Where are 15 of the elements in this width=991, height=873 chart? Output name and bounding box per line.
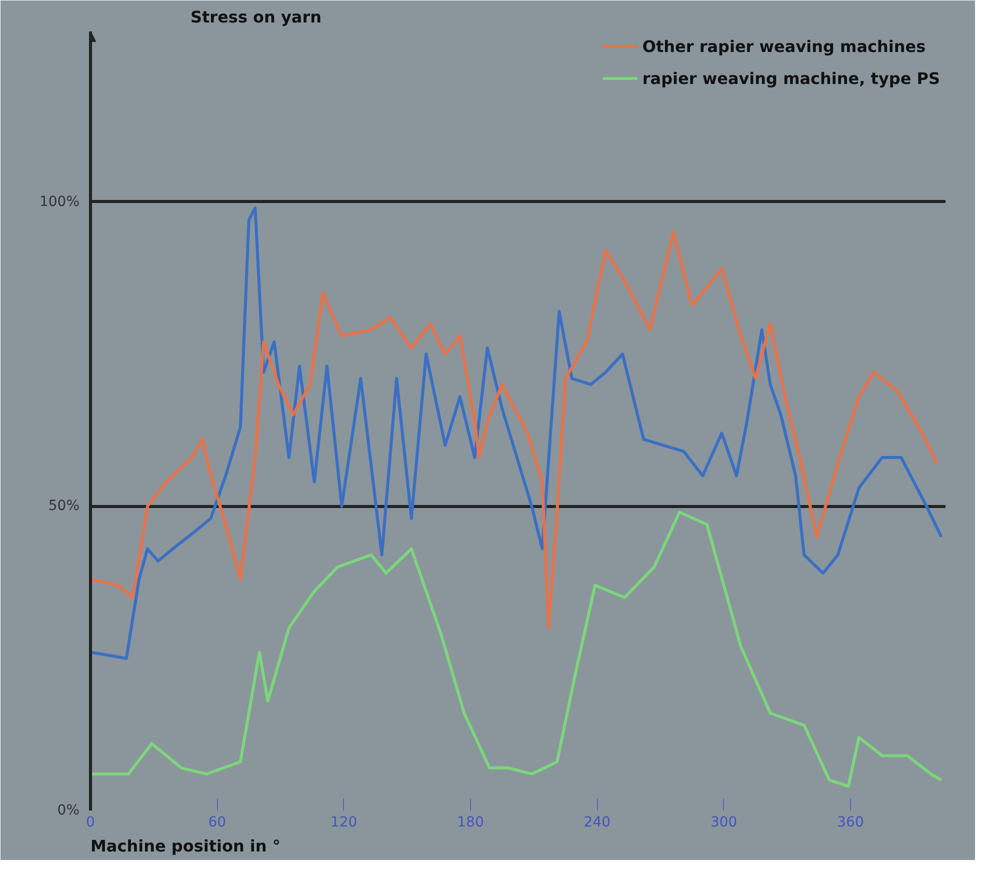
x-tick-label: 0 (86, 814, 95, 830)
y-tick-label: 0% (57, 802, 80, 818)
y-tick-label: 50% (48, 498, 80, 514)
legend-label: rapier weaving machine, type PS (642, 68, 940, 88)
x-tick-label: 360 (837, 814, 864, 830)
x-axis-title: Machine position in ° (90, 836, 280, 856)
x-tick-label: 60 (208, 814, 226, 830)
x-tick-label: 240 (584, 814, 611, 830)
y-axis-title: Stress on yarn (190, 8, 322, 26)
x-tick-label: 300 (710, 814, 738, 830)
y-tick-label: 100% (39, 194, 80, 210)
legend-label: Other rapier weaving machines (642, 36, 926, 56)
line-series (90, 510, 943, 788)
x-tick-label: 180 (457, 814, 484, 830)
x-tick-label: 120 (330, 814, 358, 830)
